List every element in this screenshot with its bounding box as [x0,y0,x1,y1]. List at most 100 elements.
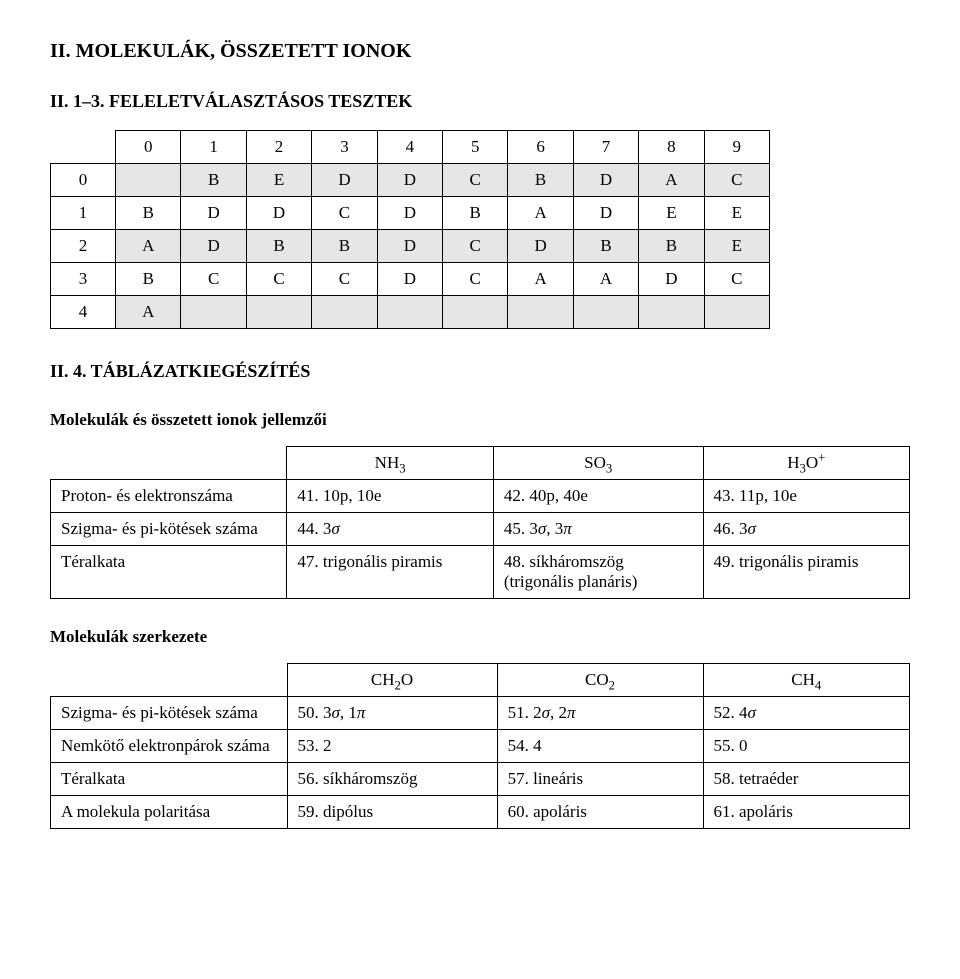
subsection1-title: Molekulák és összetett ionok jellemzői [50,410,910,430]
grid-cell: A [116,296,181,329]
grid-col-header: 5 [443,131,508,164]
grid-cell: A [508,263,573,296]
grid-cell [377,296,442,329]
empty-header [51,447,287,480]
grid-row-header: 3 [51,263,116,296]
cell: 59. dipólus [287,796,497,829]
grid-col-header: 2 [246,131,311,164]
row-label: Szigma- és pi-kötések száma [51,697,288,730]
grid-row-header: 1 [51,197,116,230]
row-label: Téralkata [51,546,287,599]
cell: 50. 3σ, 1π [287,697,497,730]
grid-cell: D [573,197,638,230]
grid-cell: D [377,197,442,230]
cell: 60. apoláris [497,796,703,829]
row-label: Nemkötő elektronpárok száma [51,730,288,763]
grid-col-header: 9 [704,131,769,164]
grid-cell: D [181,197,246,230]
grid-cell: E [704,230,769,263]
grid-cell: A [116,230,181,263]
row-label: A molekula polaritása [51,796,288,829]
main-title: II. MOLEKULÁK, ÖSSZETETT IONOK [50,40,910,63]
answer-grid-table: 01234567890BEDDCBDAC1BDDCDBADEE2ADBBDCDB… [50,130,770,329]
cell: 46. 3σ [703,513,909,546]
grid-cell: D [573,164,638,197]
cell: 47. trigonális piramis [287,546,493,599]
col-header-nh3: NH3 [287,447,493,480]
grid-col-header: 7 [573,131,638,164]
cell: 56. síkháromszög [287,763,497,796]
grid-cell: C [312,197,377,230]
grid-corner [51,131,116,164]
grid-cell: C [246,263,311,296]
cell: 45. 3σ, 3π [493,513,703,546]
grid-cell: D [377,263,442,296]
grid-cell: A [573,263,638,296]
subsection2-title: Molekulák szerkezete [50,627,910,647]
grid-cell: B [573,230,638,263]
molecule-properties-table: NH3 SO3 H3O+ Proton- és elektronszáma 41… [50,446,910,599]
grid-cell: B [508,164,573,197]
grid-cell: C [704,263,769,296]
grid-col-header: 4 [377,131,442,164]
grid-cell: B [181,164,246,197]
row-label: Proton- és elektronszáma [51,480,287,513]
grid-cell: A [508,197,573,230]
grid-cell: D [312,164,377,197]
cell: 57. lineáris [497,763,703,796]
grid-cell [443,296,508,329]
grid-row-header: 0 [51,164,116,197]
grid-col-header: 6 [508,131,573,164]
grid-cell: C [312,263,377,296]
row-label: Téralkata [51,763,288,796]
cell: 61. apoláris [703,796,910,829]
grid-cell: A [639,164,704,197]
cell: 52. 4σ [703,697,910,730]
row-label: Szigma- és pi-kötések száma [51,513,287,546]
section2-title: II. 4. TÁBLÁZATKIEGÉSZÍTÉS [50,361,910,382]
grid-cell: B [312,230,377,263]
grid-cell: E [704,197,769,230]
grid-cell [639,296,704,329]
section1-title: II. 1–3. FELELETVÁLASZTÁSOS TESZTEK [50,91,910,112]
grid-cell: D [246,197,311,230]
empty-header [51,664,288,697]
grid-cell: C [443,164,508,197]
grid-cell [181,296,246,329]
cell: 41. 10p, 10e [287,480,493,513]
grid-cell: B [116,263,181,296]
grid-cell: D [377,164,442,197]
grid-cell: D [639,263,704,296]
grid-cell: B [443,197,508,230]
grid-cell [704,296,769,329]
grid-cell: B [246,230,311,263]
grid-row-header: 4 [51,296,116,329]
cell: 54. 4 [497,730,703,763]
grid-cell [246,296,311,329]
grid-cell [573,296,638,329]
grid-cell [312,296,377,329]
grid-cell: B [116,197,181,230]
col-header-co2: CO2 [497,664,703,697]
cell: 55. 0 [703,730,910,763]
grid-col-header: 0 [116,131,181,164]
grid-cell: C [704,164,769,197]
cell: 48. síkháromszög (trigonális planáris) [493,546,703,599]
cell: 44. 3σ [287,513,493,546]
grid-cell: D [377,230,442,263]
grid-cell: B [639,230,704,263]
grid-cell: C [443,263,508,296]
grid-row-header: 2 [51,230,116,263]
col-header-ch2o: CH2O [287,664,497,697]
grid-col-header: 3 [312,131,377,164]
cell: 51. 2σ, 2π [497,697,703,730]
grid-cell: C [181,263,246,296]
cell: 42. 40p, 40e [493,480,703,513]
col-header-ch4: CH4 [703,664,910,697]
col-header-so3: SO3 [493,447,703,480]
grid-cell: C [443,230,508,263]
grid-cell: D [181,230,246,263]
grid-cell: E [639,197,704,230]
col-header-h3o: H3O+ [703,447,909,480]
grid-cell: E [246,164,311,197]
